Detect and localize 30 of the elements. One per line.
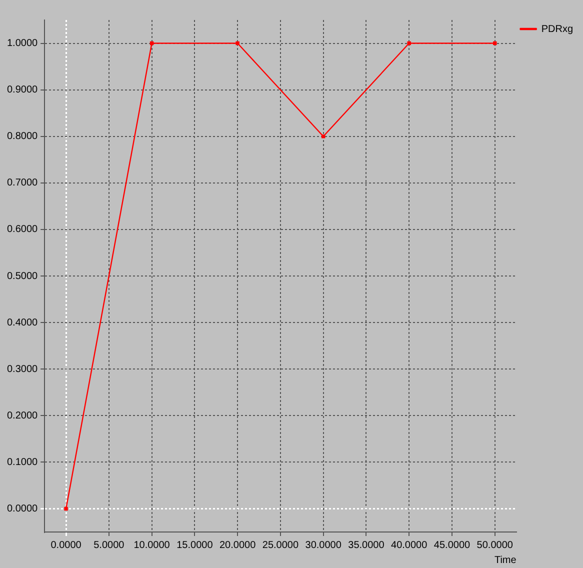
point [236,41,240,46]
y-tick-label: 0.5000 [6,270,38,282]
x-tick-label: 35.0000 [348,540,385,551]
x-axis-title: Time [494,554,517,566]
y-tick-label: 0.4000 [6,317,38,328]
y-tick-label: 0.3000 [6,364,38,375]
x-tick-label: 45.0000 [434,540,471,551]
y-tick-label: 0.2000 [6,410,38,422]
x-tick-label: 15.0000 [176,540,214,551]
point [407,41,411,46]
x-tick-label: 40.0000 [391,540,428,551]
x-tick-label: 0.0000 [50,540,82,551]
y-tick-label: 0.0000 [6,503,38,514]
y-tick-label: 1.0000 [6,38,38,50]
x-tick-label: 30.0000 [305,540,342,551]
y-tick-label: 0.9000 [6,84,38,96]
point [321,134,326,138]
x-tick-label: 20.0000 [219,540,256,551]
y-tick-label: 0.8000 [6,131,38,142]
point [493,41,497,46]
y-tick-label: 0.1000 [6,456,38,468]
x-tick-label: 25.0000 [262,540,299,551]
x-tick-label: 5.0000 [94,540,125,551]
point [150,41,154,46]
x-tick-label: 10.0000 [134,540,170,551]
legend-label: PDRxg [541,24,574,35]
point [64,506,68,511]
y-tick-label: 0.7000 [6,178,38,189]
x-tick-label: 50.0000 [476,540,514,551]
y-tick-label: 0.6000 [6,224,38,236]
